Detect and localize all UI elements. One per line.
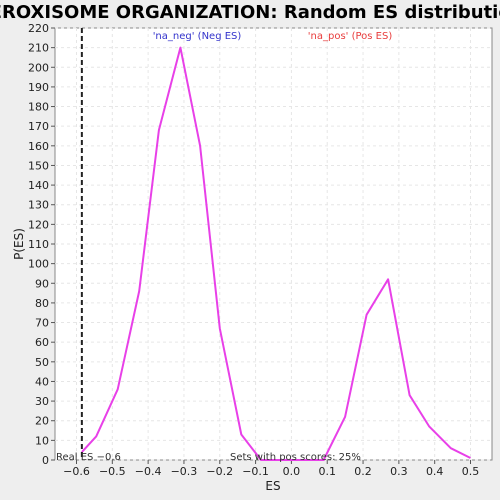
legend-neg: 'na_neg' (Neg ES) bbox=[153, 31, 242, 42]
y-tick-label: 20 bbox=[35, 415, 49, 428]
y-tick-label: 180 bbox=[28, 101, 49, 114]
x-tick-label: 0.5 bbox=[462, 465, 480, 478]
y-tick-label: 170 bbox=[28, 120, 49, 133]
y-tick-label: 130 bbox=[28, 199, 49, 212]
y-tick-label: 40 bbox=[35, 375, 49, 388]
y-axis-label: P(ES) bbox=[12, 228, 26, 260]
y-tick-label: 140 bbox=[28, 179, 49, 192]
x-tick-label: −0.5 bbox=[99, 465, 126, 478]
y-tick-label: 60 bbox=[35, 336, 49, 349]
chart-title: PEROXISOME ORGANIZATION: Random ES distr… bbox=[0, 2, 500, 23]
sets-pos-annotation: Sets with pos scores: 25% bbox=[230, 452, 361, 463]
es-distribution-line bbox=[81, 46, 471, 461]
y-tick-label: 150 bbox=[28, 159, 49, 172]
y-axis-ticks: 0 10 20 30 40 50 60 70 80 90 100 110 120 130 140 150 160… bbox=[28, 22, 55, 467]
x-tick-label: 0.3 bbox=[390, 465, 408, 478]
y-tick-label: 100 bbox=[28, 258, 49, 271]
x-axis-ticks: −0.6 −0.5 −0.4 −0.3 −0.2 −0.1 0.0 0.1 0.2 0.3 0.4 0… bbox=[63, 460, 479, 478]
legend-pos: 'na_pos' (Pos ES) bbox=[308, 31, 393, 42]
x-tick-label: −0.3 bbox=[171, 465, 198, 478]
y-tick-label: 120 bbox=[28, 218, 49, 231]
x-tick-label: 0.4 bbox=[426, 465, 444, 478]
y-tick-label: 0 bbox=[42, 454, 49, 467]
y-tick-label: 190 bbox=[28, 81, 49, 94]
y-tick-label: 30 bbox=[35, 395, 49, 408]
y-tick-label: 220 bbox=[28, 22, 49, 35]
x-tick-label: 0.0 bbox=[283, 465, 301, 478]
x-tick-label: −0.6 bbox=[63, 465, 90, 478]
x-tick-label: −0.1 bbox=[242, 465, 269, 478]
y-tick-label: 110 bbox=[28, 238, 49, 251]
y-tick-label: 70 bbox=[35, 317, 49, 330]
y-tick-label: 50 bbox=[35, 356, 49, 369]
real-es-annotation: Real ES −0.6 bbox=[56, 452, 121, 463]
y-tick-label: 80 bbox=[35, 297, 49, 310]
y-tick-label: 200 bbox=[28, 61, 49, 74]
y-tick-label: 160 bbox=[28, 140, 49, 153]
y-tick-label: 10 bbox=[35, 434, 49, 447]
y-tick-label: 210 bbox=[28, 42, 49, 55]
series-group bbox=[81, 46, 471, 461]
grid bbox=[55, 27, 492, 461]
y-tick-label: 90 bbox=[35, 277, 49, 290]
x-tick-label: 0.1 bbox=[318, 465, 336, 478]
x-tick-label: 0.2 bbox=[354, 465, 372, 478]
x-tick-label: −0.4 bbox=[135, 465, 162, 478]
x-axis-label: ES bbox=[265, 479, 280, 493]
x-tick-label: −0.2 bbox=[206, 465, 233, 478]
